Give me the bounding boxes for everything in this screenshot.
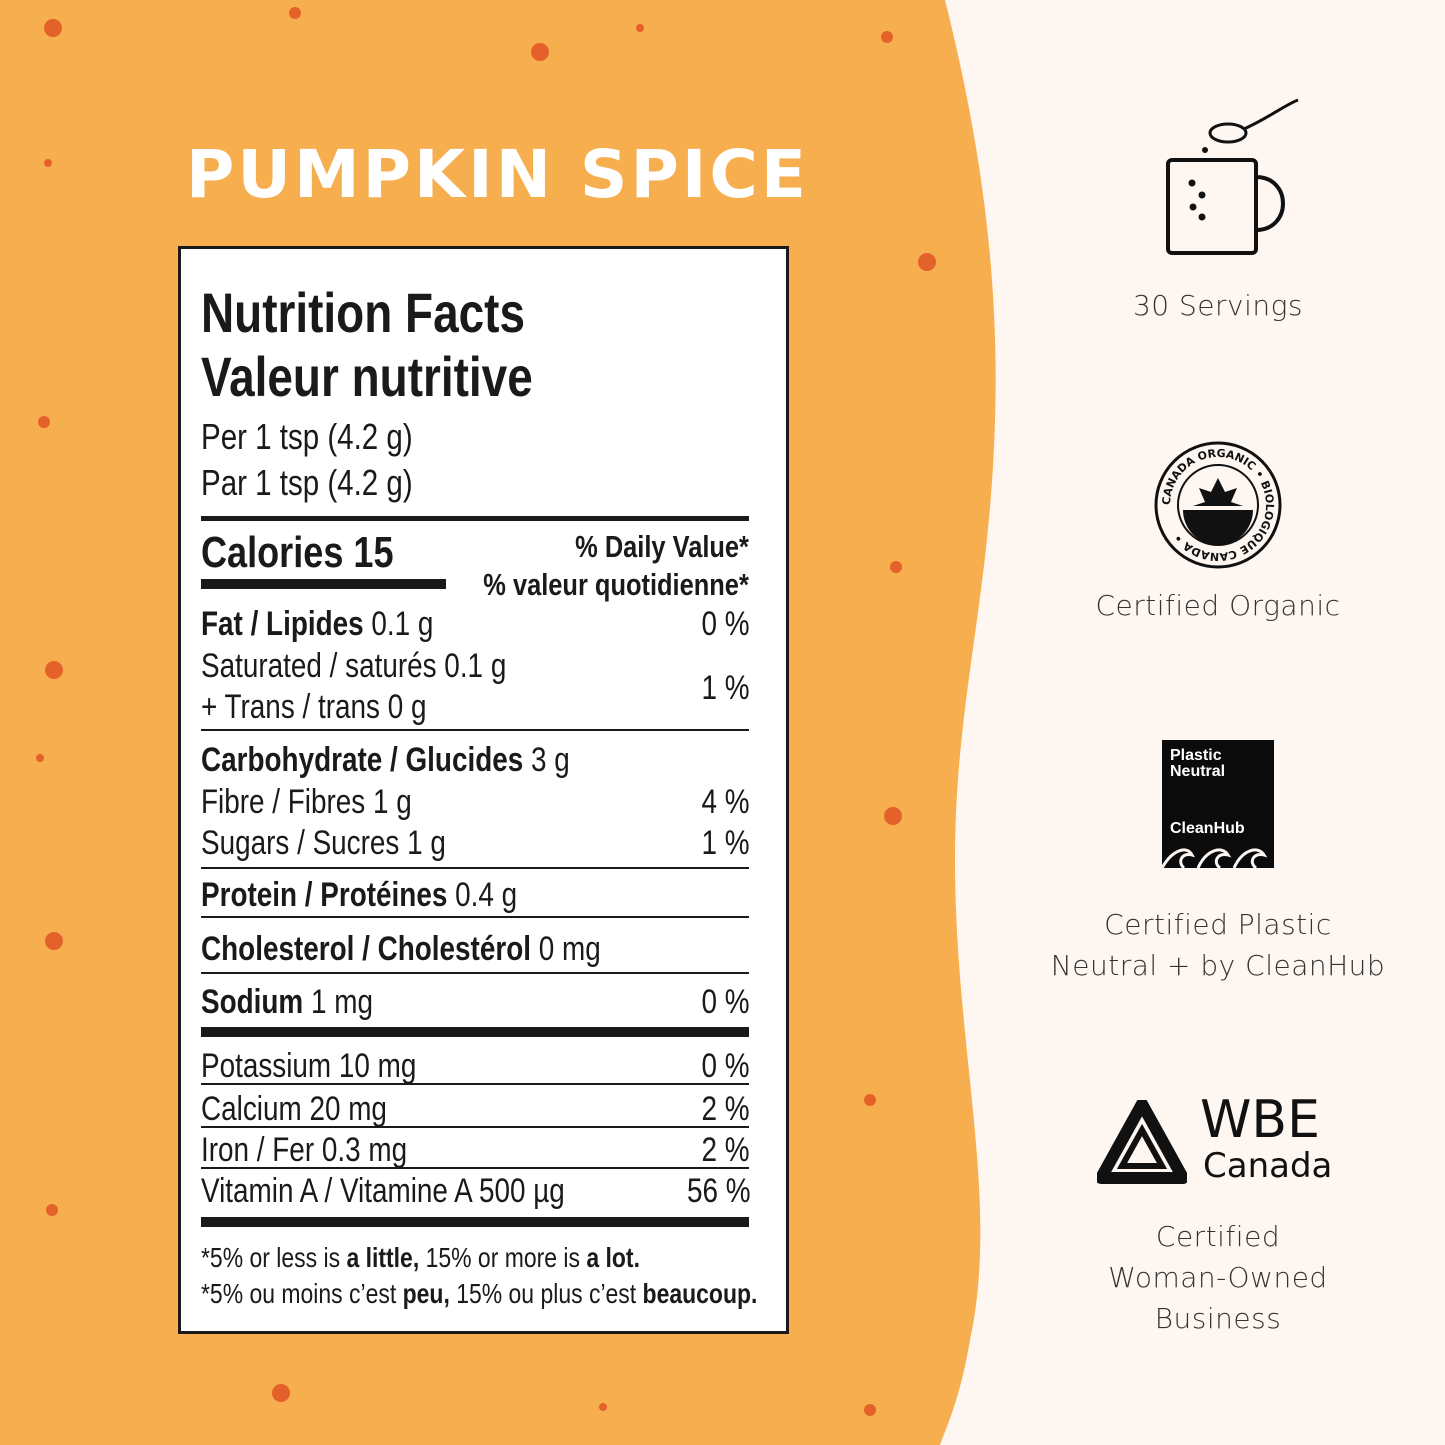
nutrient-daily-value: 0 %	[701, 983, 750, 1021]
nutrient-daily-value: 56 %	[686, 1172, 750, 1210]
nutrient-row: Cholesterol / Cholestérol 0 mg	[201, 930, 601, 968]
footnote-fr: *5% ou moins c’est peu, 15% ou plus c’es…	[201, 1278, 758, 1309]
decorative-dot	[636, 24, 644, 32]
canada-organic-logo: CANADA ORGANIC • BIOLOGIQUE CANADA •	[1154, 441, 1282, 569]
nutrient-row: Protein / Protéines 0.4 g	[201, 876, 518, 914]
nutrient-row: Fibre / Fibres 1 g	[201, 783, 412, 821]
nutrient-row: Sodium 1 mg	[201, 983, 373, 1021]
product-title: PUMPKIN SPICE	[186, 136, 809, 213]
serving-fr: Par 1 tsp (4.2 g)	[201, 462, 413, 503]
divider	[201, 1126, 749, 1128]
nutrient-daily-value: 1 %	[701, 669, 750, 707]
decorative-dot	[272, 1384, 290, 1402]
divider	[201, 729, 749, 731]
nutrient-row: Iron / Fer 0.3 mg	[201, 1131, 408, 1169]
nutrient-row: Sugars / Sucres 1 g	[201, 824, 446, 862]
decorative-dot	[289, 7, 301, 19]
badge-organic-text: Certified Organic	[1095, 589, 1341, 622]
decorative-dot	[881, 31, 893, 43]
footnote-en: *5% or less is a little, 15% or more is …	[201, 1242, 640, 1273]
nutrition-facts-label: Nutrition Facts Valeur nutritive Per 1 t…	[178, 246, 789, 1334]
wbe-logo-text: WBE	[1200, 1090, 1320, 1150]
nutrient-row: Potassium 10 mg	[201, 1047, 417, 1085]
nutrient-daily-value: 1 %	[701, 824, 750, 862]
wbe-triangle-icon	[1097, 1100, 1187, 1184]
decorative-dot	[45, 661, 63, 679]
mug-spoon-icon	[1166, 98, 1299, 255]
nutrient-daily-value: 0 %	[701, 605, 750, 643]
nutrient-daily-value: 2 %	[701, 1131, 750, 1169]
nutrient-daily-value: 4 %	[701, 783, 750, 821]
nutrient-daily-value: 0 %	[701, 1047, 750, 1085]
decorative-dot	[44, 19, 62, 37]
divider	[201, 1167, 749, 1169]
nutrient-row: Vitamin A / Vitamine A 500 µg	[201, 1172, 565, 1210]
calories: Calories 15	[201, 528, 394, 577]
divider	[201, 1083, 749, 1085]
nutrient-row: Fat / Lipides 0.1 g	[201, 605, 434, 643]
wbe-logo-canada: Canada	[1203, 1146, 1333, 1186]
decorative-dot	[44, 159, 52, 167]
label-title-fr: Valeur nutritive	[201, 345, 533, 408]
decorative-dot	[36, 754, 44, 762]
divider	[201, 867, 749, 869]
label-title-en: Nutrition Facts	[201, 281, 526, 344]
nutrient-row: Calcium 20 mg	[201, 1090, 387, 1128]
divider	[201, 916, 749, 918]
decorative-dot	[531, 43, 549, 61]
decorative-dot	[890, 561, 902, 573]
plastic-neutral-cleanhub-logo: Plastic Neutral CleanHub	[1162, 740, 1274, 868]
decorative-dot	[864, 1094, 876, 1106]
decorative-dot	[884, 807, 902, 825]
badge-plastic-text: Certified Plastic Neutral + by CleanHub	[1050, 908, 1386, 982]
badge-servings-text: 30 Servings	[1132, 289, 1304, 322]
decorative-dot	[38, 416, 50, 428]
nutrient-row: + Trans / trans 0 g	[201, 688, 427, 726]
nutrient-row: Carbohydrate / Glucides 3 g	[201, 741, 570, 779]
divider	[201, 516, 749, 521]
decorative-dot	[45, 932, 63, 950]
divider-thick	[201, 1027, 749, 1037]
decorative-dot	[46, 1204, 58, 1216]
nutrient-row: Saturated / saturés 0.1 g	[201, 647, 507, 685]
badge-wbe-text: Certified Woman-Owned Business	[1108, 1220, 1328, 1335]
decorative-dot	[864, 1404, 876, 1416]
nutrient-daily-value: 2 %	[701, 1090, 750, 1128]
daily-value-fr: % valeur quotidienne*	[483, 567, 749, 602]
calories-bar	[201, 579, 446, 589]
serving-en: Per 1 tsp (4.2 g)	[201, 416, 413, 457]
divider	[201, 972, 749, 974]
daily-value-en: % Daily Value*	[575, 529, 749, 564]
divider-thick	[201, 1217, 749, 1227]
decorative-dot	[918, 253, 936, 271]
decorative-dot	[599, 1403, 607, 1411]
